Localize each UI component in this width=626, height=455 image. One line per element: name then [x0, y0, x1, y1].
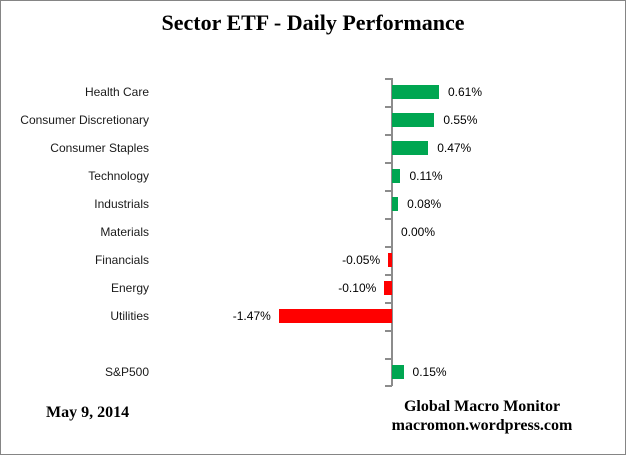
- axis-tick: [385, 106, 392, 108]
- value-label: 0.00%: [401, 225, 436, 239]
- axis-tick: [385, 385, 392, 387]
- axis-tick: [385, 302, 392, 304]
- chart-row: S&P500 0.15%: [1, 358, 625, 386]
- category-label-energy: Energy: [110, 281, 149, 295]
- category-label-financials: Financials: [94, 253, 149, 267]
- value-label: 0.08%: [407, 197, 442, 211]
- chart-row: Energy -0.10%: [1, 274, 625, 302]
- bar-technology: [392, 169, 401, 183]
- category-label-industrials: Industrials: [94, 197, 149, 211]
- axis-tick: [385, 246, 392, 248]
- bar-consumer-staples: [392, 141, 429, 155]
- value-label: -0.05%: [342, 253, 381, 267]
- credit-line2: macromon.wordpress.com: [391, 417, 573, 434]
- bar-health-care: [392, 85, 439, 99]
- axis-tick: [385, 274, 392, 276]
- chart-row: Industrials 0.08%: [1, 190, 625, 218]
- chart-row: Technology 0.11%: [1, 162, 625, 190]
- axis-tick: [385, 358, 392, 360]
- axis-tick: [385, 162, 392, 164]
- category-label-utilities: Utilities: [110, 309, 149, 323]
- footer-date: May 9, 2014: [46, 404, 130, 421]
- category-label-technology: Technology: [88, 169, 149, 183]
- value-label: -0.10%: [338, 281, 377, 295]
- chart-row: Consumer Staples 0.47%: [1, 134, 625, 162]
- bar-industrials: [392, 197, 399, 211]
- category-axis-line: [391, 78, 393, 386]
- value-label: 0.11%: [409, 169, 443, 183]
- chart-title: Sector ETF - Daily Performance: [161, 10, 465, 35]
- category-label-consumer-discretionary: Consumer Discretionary: [20, 113, 149, 127]
- category-label-consumer-staples: Consumer Staples: [50, 141, 149, 155]
- bar-consumer-discretionary: [392, 113, 435, 127]
- axis-tick: [385, 218, 392, 220]
- credit-line1: Global Macro Monitor: [403, 398, 561, 415]
- value-label: -1.47%: [232, 309, 271, 323]
- chart-row: Utilities -1.47%: [1, 302, 625, 330]
- category-label-s-p500: S&P500: [104, 365, 149, 379]
- value-label: 0.61%: [447, 85, 482, 99]
- value-label: 0.15%: [412, 365, 447, 379]
- value-label: 0.55%: [443, 113, 478, 127]
- category-label-materials: Materials: [100, 225, 149, 239]
- value-label: 0.47%: [437, 141, 472, 155]
- chart-row: Financials -0.05%: [1, 246, 625, 274]
- category-label-health-care: Health Care: [84, 85, 149, 99]
- bar-financials: [388, 253, 392, 267]
- axis-tick: [385, 134, 392, 136]
- axis-tick: [385, 190, 392, 192]
- bar-utilities: [278, 309, 392, 323]
- axis-tick: [385, 330, 392, 332]
- chart-row: Consumer Discretionary 0.55%: [1, 106, 625, 134]
- bar-s-p500: [392, 365, 404, 379]
- axis-tick: [385, 78, 392, 80]
- credit-block: Global Macro Monitor macromon.wordpress.…: [382, 397, 582, 435]
- bar-energy: [384, 281, 392, 295]
- chart-row: Materials 0.00%: [1, 218, 625, 246]
- chart-row: Health Care 0.61%: [1, 78, 625, 106]
- chart-row: [1, 330, 625, 358]
